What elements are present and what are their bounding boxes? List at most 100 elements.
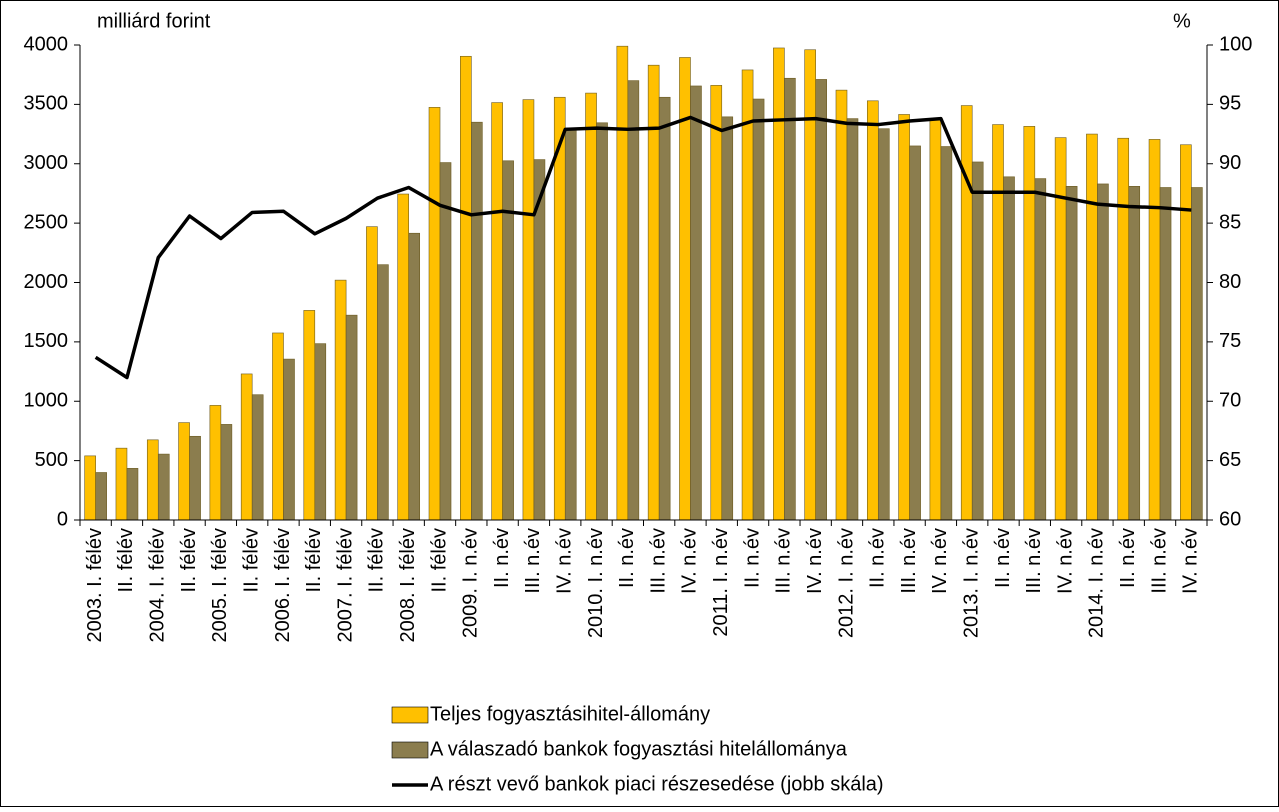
bar bbox=[366, 226, 378, 521]
y-tick-label: 4000 bbox=[24, 33, 69, 55]
bar bbox=[220, 424, 233, 521]
bar bbox=[616, 45, 629, 521]
y2-tick-label: 60 bbox=[1219, 508, 1241, 530]
bar bbox=[439, 162, 452, 521]
bar bbox=[522, 99, 535, 521]
y2-tick-label: 80 bbox=[1219, 271, 1241, 293]
bar bbox=[721, 116, 734, 521]
y-tick-label: 1500 bbox=[24, 330, 69, 352]
y-axis-label: milliárd forint bbox=[97, 10, 211, 32]
bar bbox=[1023, 126, 1036, 521]
x-tick-label: IV. n.év bbox=[804, 528, 826, 594]
bar bbox=[929, 119, 942, 521]
x-tick-label: IV. n.év bbox=[554, 528, 576, 594]
y2-tick-label: 65 bbox=[1219, 449, 1241, 471]
x-tick-label: III. n.év bbox=[1148, 528, 1170, 594]
bar bbox=[345, 314, 358, 521]
x-tick-label: 2006. I. félév bbox=[272, 528, 294, 643]
y2-tick-label: 75 bbox=[1219, 330, 1241, 352]
bar bbox=[334, 279, 347, 521]
bar bbox=[146, 439, 159, 521]
bar bbox=[1159, 187, 1172, 521]
x-tick-label: II. félév bbox=[115, 528, 137, 592]
bar bbox=[502, 160, 514, 521]
bar bbox=[564, 129, 577, 521]
y-tick-label: 0 bbox=[57, 508, 68, 530]
legend-label: A válaszadó bankok fogyasztási hitelállo… bbox=[430, 738, 848, 760]
bar bbox=[178, 422, 190, 521]
bar bbox=[377, 264, 389, 521]
x-tick-label: 2011. I. n.év bbox=[710, 528, 732, 637]
bar bbox=[314, 343, 327, 521]
x-tick-label: II. n.év bbox=[992, 528, 1014, 588]
x-tick-label: 2007. I. félév bbox=[334, 528, 356, 643]
x-tick-label: 2010. I. n.év bbox=[585, 528, 607, 638]
bar bbox=[471, 121, 483, 521]
bar bbox=[835, 89, 848, 521]
x-tick-label: II. félév bbox=[303, 528, 325, 592]
bar bbox=[240, 373, 253, 521]
y2-tick-label: 95 bbox=[1219, 93, 1241, 115]
x-tick-label: III. n.év bbox=[773, 528, 795, 594]
bar bbox=[752, 98, 765, 521]
bar bbox=[95, 472, 107, 521]
x-tick-label: 2003. I. félév bbox=[84, 528, 106, 643]
y2-axis-label: % bbox=[1173, 10, 1191, 32]
x-tick-label: III. n.év bbox=[1023, 528, 1045, 594]
bar bbox=[491, 102, 503, 521]
bar bbox=[877, 128, 890, 521]
x-tick-label: II. n.év bbox=[1117, 528, 1139, 588]
x-tick-label: 2013. I. n.év bbox=[960, 528, 982, 638]
x-tick-label: II. félév bbox=[428, 528, 450, 592]
bar bbox=[940, 146, 953, 521]
x-tick-label: IV. n.év bbox=[929, 528, 951, 594]
x-tick-label: II. félév bbox=[366, 528, 388, 592]
bar bbox=[1034, 178, 1047, 521]
bar bbox=[1191, 187, 1203, 521]
bar bbox=[115, 447, 128, 521]
y-tick-label: 500 bbox=[35, 449, 68, 471]
x-tick-label: II. n.év bbox=[616, 528, 638, 588]
x-tick-label: III. n.év bbox=[522, 528, 544, 594]
x-tick-label: IV. n.év bbox=[1180, 528, 1202, 594]
x-tick-label: 2014. I. n.év bbox=[1086, 528, 1108, 638]
bar bbox=[126, 468, 139, 521]
bar bbox=[157, 453, 170, 521]
bar bbox=[303, 310, 316, 521]
x-tick-label: 2012. I. n.év bbox=[835, 528, 857, 638]
x-tick-label: II. félév bbox=[178, 528, 200, 592]
x-tick-label: IV. n.év bbox=[1054, 528, 1076, 594]
bar bbox=[251, 394, 264, 521]
bar bbox=[1148, 139, 1161, 521]
line bbox=[94, 115, 1192, 380]
bar bbox=[866, 100, 879, 521]
y-tick-label: 3000 bbox=[24, 152, 69, 174]
x-tick-label: II. n.év bbox=[741, 528, 763, 588]
bar bbox=[710, 85, 723, 521]
bar bbox=[909, 145, 921, 521]
bar bbox=[460, 55, 472, 521]
bar bbox=[1180, 144, 1192, 521]
bar bbox=[971, 161, 984, 521]
bar bbox=[272, 332, 284, 521]
bar bbox=[553, 96, 566, 521]
y2-tick-label: 100 bbox=[1219, 33, 1252, 55]
y-tick-label: 2500 bbox=[24, 211, 69, 233]
x-tick-label: III. n.év bbox=[898, 528, 920, 594]
bar bbox=[690, 85, 702, 521]
x-tick-label: 2009. I. n.év bbox=[460, 528, 482, 638]
bar bbox=[1086, 133, 1098, 521]
bar bbox=[428, 107, 441, 521]
bar bbox=[815, 79, 827, 521]
x-tick-label: 2005. I. félév bbox=[209, 528, 231, 643]
bar bbox=[84, 455, 96, 521]
bar bbox=[784, 77, 796, 521]
bar bbox=[658, 96, 671, 521]
bar bbox=[283, 358, 295, 521]
x-tick-label: 2008. I. félév bbox=[397, 528, 419, 643]
y2-tick-label: 85 bbox=[1219, 211, 1241, 233]
bar bbox=[846, 118, 859, 521]
bar bbox=[1128, 186, 1141, 521]
x-tick-label: II. n.év bbox=[867, 528, 889, 588]
